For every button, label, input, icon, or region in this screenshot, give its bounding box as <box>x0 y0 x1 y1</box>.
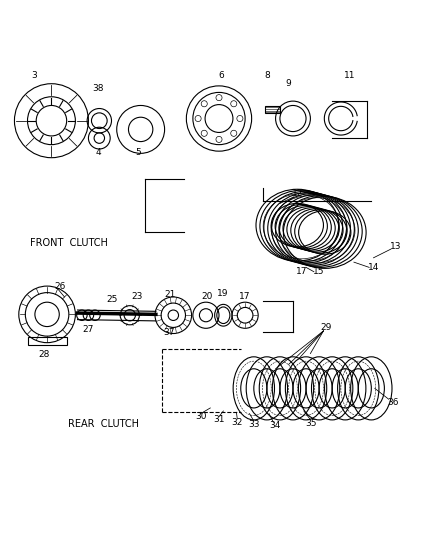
Text: 30: 30 <box>195 412 206 421</box>
Text: 11: 11 <box>344 70 355 79</box>
Text: 36: 36 <box>387 398 399 407</box>
Text: 14: 14 <box>368 263 379 272</box>
Text: 12: 12 <box>292 189 303 198</box>
Text: 23: 23 <box>131 292 143 301</box>
Text: 13: 13 <box>389 243 401 252</box>
Bar <box>28 337 67 345</box>
Text: 31: 31 <box>213 415 225 424</box>
Text: 34: 34 <box>269 421 280 430</box>
Text: 9: 9 <box>286 79 292 88</box>
Text: 32: 32 <box>232 418 243 427</box>
Text: 29: 29 <box>320 323 331 332</box>
Text: 28: 28 <box>39 350 50 359</box>
Text: 26: 26 <box>54 281 66 290</box>
Text: 17: 17 <box>239 292 250 301</box>
Text: 3: 3 <box>31 70 37 79</box>
Text: FRONT  CLUTCH: FRONT CLUTCH <box>30 238 108 247</box>
Text: 4: 4 <box>95 148 101 157</box>
Text: 15: 15 <box>313 267 325 276</box>
Text: 5: 5 <box>136 148 141 157</box>
Text: 19: 19 <box>217 289 228 298</box>
Text: 33: 33 <box>248 419 260 429</box>
Text: 38: 38 <box>92 84 104 93</box>
Text: 35: 35 <box>306 419 317 427</box>
Text: 8: 8 <box>265 70 271 79</box>
Text: 21: 21 <box>165 290 176 300</box>
Text: 6: 6 <box>218 70 224 79</box>
Text: REAR  CLUTCH: REAR CLUTCH <box>68 419 139 429</box>
Text: 27: 27 <box>83 325 94 334</box>
Text: 20: 20 <box>201 293 212 302</box>
Text: 37: 37 <box>163 328 175 337</box>
Text: 25: 25 <box>107 295 118 304</box>
Text: 17: 17 <box>296 267 307 276</box>
Bar <box>265 107 280 114</box>
